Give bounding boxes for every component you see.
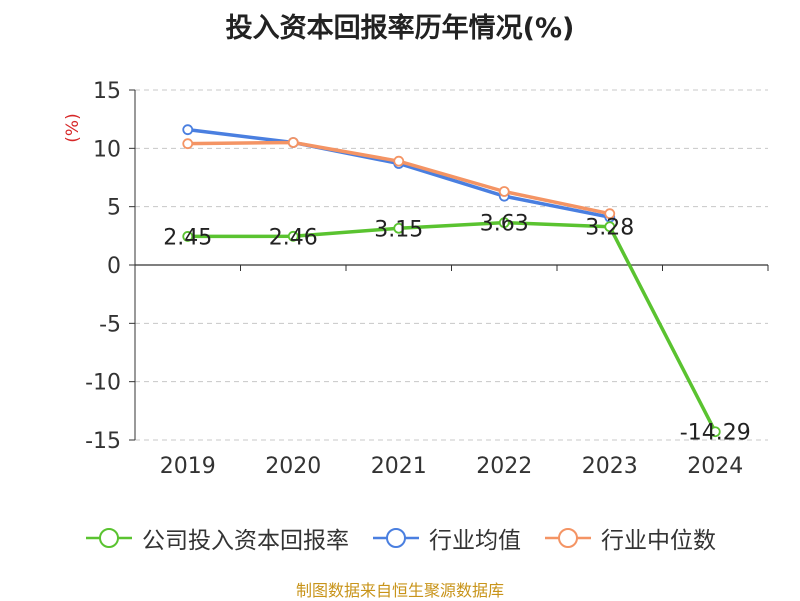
axes: 15 10 5 0 -5 -10 -15 2019 2020 2021 2022 2023 2024 (85, 79, 769, 479)
data-point (393, 222, 405, 234)
data-point (498, 217, 510, 229)
x-tick-label: 2024 (687, 454, 743, 479)
legend-label: 公司投入资本回报率 (142, 528, 349, 554)
data-point (182, 138, 194, 150)
data-point (604, 221, 616, 233)
y-tick-label: 15 (93, 79, 121, 104)
legend-label: 行业均值 (429, 528, 521, 554)
data-label: 3.63 (480, 212, 529, 237)
y-tick-label: -10 (85, 371, 121, 396)
data-point (182, 124, 194, 136)
legend: 公司投入资本回报率 行业均值 行业中位数 (0, 518, 800, 558)
data-point (393, 155, 405, 167)
data-point (709, 426, 721, 438)
data-point (604, 208, 616, 220)
data-point (287, 230, 299, 242)
data-label: 2.45 (163, 225, 212, 250)
data-label: 2.46 (269, 225, 318, 250)
y-tick-label: 5 (107, 196, 121, 221)
data-point (287, 137, 299, 148)
legend-item-1[interactable]: 行业均值 (371, 521, 521, 555)
y-tick-label: 0 (107, 254, 121, 279)
y-axis-label: (%) (63, 113, 83, 142)
source-note: 制图数据来自恒生聚源数据库 (295, 581, 504, 600)
legend-swatch-icon (86, 528, 132, 548)
series-line-0 (187, 220, 717, 433)
data-point (182, 231, 194, 242)
x-tick-label: 2022 (476, 454, 532, 479)
legend-label: 行业中位数 (601, 528, 716, 554)
x-tick-label: 2021 (371, 454, 427, 479)
legend-item-0[interactable]: 公司投入资本回报率 (84, 521, 349, 555)
x-tick-label: 2023 (582, 454, 638, 479)
y-tick-label: 10 (93, 137, 121, 162)
data-labels: 2.45 2.46 3.15 3.63 3.28 -14.29 (163, 212, 750, 446)
data-point (498, 186, 510, 197)
legend-swatch-icon (373, 528, 419, 548)
y-tick-label: -5 (99, 312, 121, 337)
chart-title: 投入资本回报率历年情况(%) (225, 13, 575, 44)
x-tick-label: 2019 (160, 454, 216, 479)
data-label: 3.28 (585, 216, 634, 241)
grid-lines (135, 89, 768, 441)
legend-swatch-icon (545, 528, 591, 548)
data-label: -14.29 (680, 421, 751, 446)
x-tick-label: 2020 (265, 454, 321, 479)
y-tick-label: -15 (85, 429, 121, 454)
series-lines (182, 124, 721, 438)
data-label: 3.15 (374, 217, 423, 242)
legend-item-2[interactable]: 行业中位数 (543, 521, 716, 555)
